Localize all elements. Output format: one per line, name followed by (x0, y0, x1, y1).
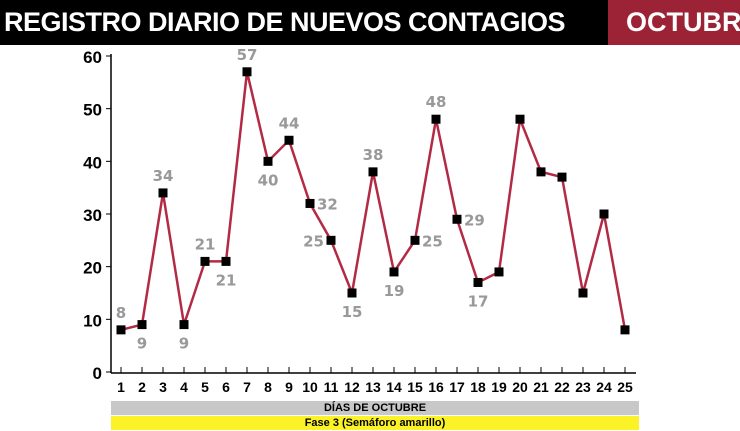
chart-title: REGISTRO DIARIO DE NUEVOS CONTAGIOS (0, 0, 608, 45)
data-point (137, 320, 147, 330)
x-tick-label: 6 (222, 379, 230, 395)
data-point (389, 267, 399, 277)
x-tick-label: 12 (344, 379, 360, 395)
data-point (116, 325, 126, 335)
data-label: 44 (279, 114, 300, 132)
data-label: 19 (384, 282, 405, 300)
x-axis-label: DÍAS DE OCTUBRE (111, 401, 639, 415)
phase-label: Fase 3 (Semáforo amarillo) (111, 416, 639, 430)
x-tick-label: 22 (554, 379, 570, 395)
data-point (452, 214, 462, 224)
x-tick-label: 15 (407, 379, 423, 395)
x-tick-label: 17 (449, 379, 465, 395)
data-point (347, 288, 357, 298)
y-tick-label: 0 (93, 364, 102, 383)
data-point (431, 114, 441, 124)
data-point (158, 188, 168, 198)
data-point (221, 256, 231, 266)
x-tick-label: 3 (159, 379, 167, 395)
x-tick-label: 7 (243, 379, 251, 395)
y-tick-label: 20 (83, 259, 102, 278)
data-point (515, 114, 525, 124)
x-tick-label: 21 (533, 379, 549, 395)
data-point (410, 235, 420, 245)
data-label: 9 (179, 335, 189, 353)
data-label: 25 (303, 232, 324, 250)
y-tick-label: 30 (83, 206, 102, 225)
data-label: 57 (237, 46, 258, 64)
data-point (263, 156, 273, 166)
x-tick-label: 25 (617, 379, 633, 395)
x-tick-label: 5 (201, 379, 209, 395)
y-tick-label: 60 (83, 48, 102, 67)
series-line (120, 71, 627, 332)
data-point (200, 256, 210, 266)
data-label: 29 (464, 211, 485, 229)
data-label: 21 (195, 235, 216, 253)
data-label: 25 (422, 232, 443, 250)
data-point (536, 167, 546, 177)
data-label: 21 (216, 271, 237, 289)
data-label: 17 (468, 292, 489, 310)
x-tick-label: 1 (117, 379, 125, 395)
data-point (242, 67, 252, 77)
month-tab: OCTUBR (608, 0, 740, 45)
data-point (284, 135, 294, 145)
data-point (494, 267, 504, 277)
y-tick-label: 10 (83, 311, 102, 330)
x-tick-label: 10 (302, 379, 318, 395)
x-tick-label: 14 (386, 379, 402, 395)
x-tick-label: 20 (512, 379, 528, 395)
y-tick-label: 40 (83, 153, 102, 172)
data-point (326, 235, 336, 245)
x-tick-label: 9 (285, 379, 293, 395)
data-label: 15 (342, 303, 363, 321)
x-tick-label: 4 (180, 379, 188, 395)
data-label: 40 (258, 171, 279, 189)
data-point (305, 198, 315, 208)
x-tick-label: 23 (575, 379, 591, 395)
x-tick-label: 19 (491, 379, 507, 395)
x-tick-label: 13 (365, 379, 381, 395)
x-tick-label: 16 (428, 379, 444, 395)
data-point (557, 172, 567, 182)
data-label: 8 (116, 304, 126, 322)
data-point (599, 209, 609, 219)
data-point (368, 167, 378, 177)
x-tick-label: 8 (264, 379, 272, 395)
data-point (620, 325, 630, 335)
data-point (179, 320, 189, 330)
x-tick-label: 18 (470, 379, 486, 395)
data-label: 48 (426, 93, 447, 111)
x-tick-label: 11 (324, 379, 339, 395)
data-label: 32 (317, 195, 338, 213)
x-tick-label: 24 (596, 379, 612, 395)
data-point (578, 288, 588, 298)
y-tick-label: 50 (83, 101, 102, 120)
data-label: 34 (153, 167, 174, 185)
data-label: 38 (363, 146, 384, 164)
x-tick-label: 2 (138, 379, 146, 395)
data-point (473, 277, 483, 287)
data-label: 9 (137, 335, 147, 353)
